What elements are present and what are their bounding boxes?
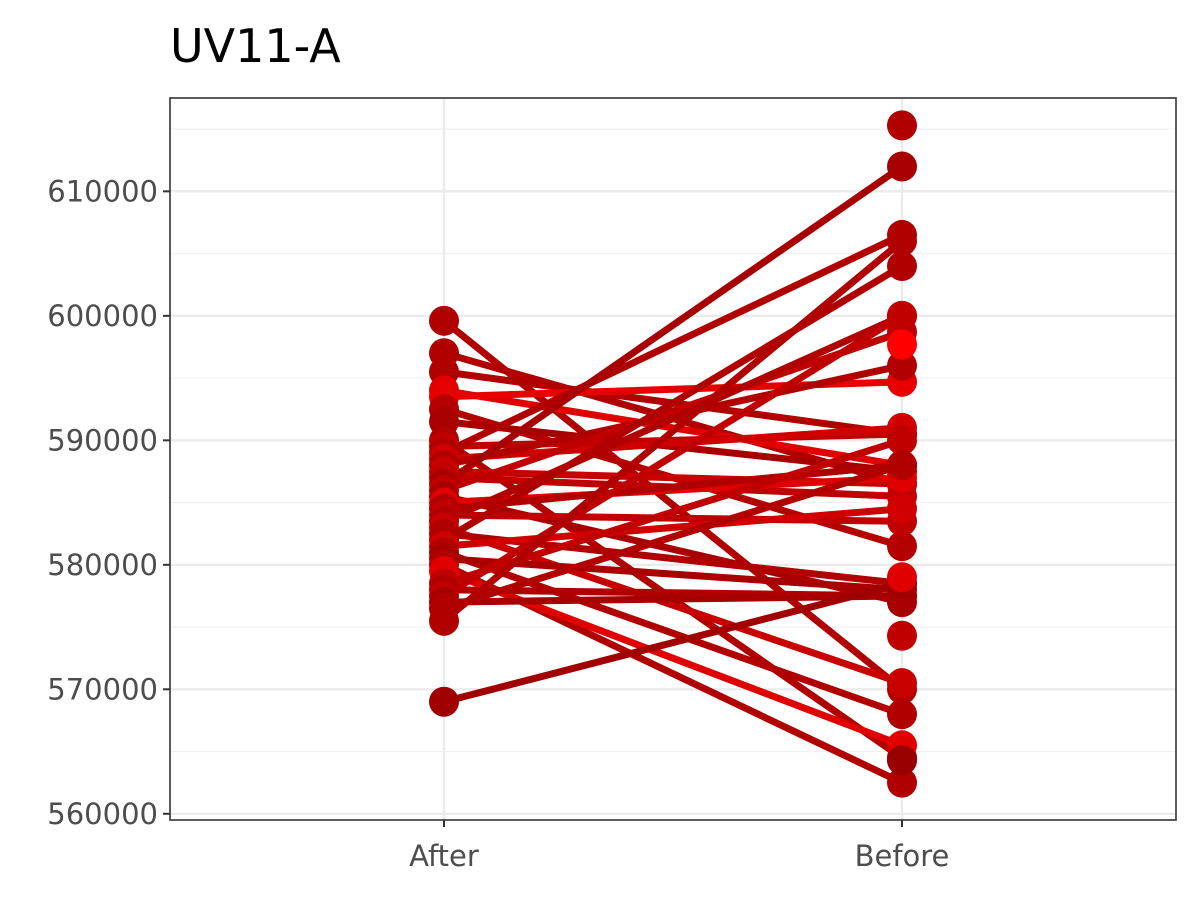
data-point [429,605,459,636]
data-point [887,450,917,481]
y-tick-label: 610000 [47,174,158,208]
data-point [887,226,917,257]
series-lines [440,162,906,787]
series-line [440,262,906,544]
y-axis: 560000 570000 580000 590000 600000 610000 [47,174,170,831]
series-line [440,461,906,612]
series-line [440,312,906,600]
series-line [440,511,906,525]
data-point [429,305,459,336]
series-line [440,461,906,513]
chart-title: UV11-A [170,19,341,73]
data-point [887,767,917,798]
y-tick-label: 600000 [47,299,158,333]
data-point [887,699,917,730]
x-tick-label: Before [855,839,950,873]
y-tick-label: 580000 [47,548,158,582]
y-tick-label: 560000 [47,797,158,831]
data-point [887,531,917,562]
data-point [887,562,917,593]
series-line [440,592,906,606]
series-line [440,231,906,457]
series-line [440,505,906,550]
data-point [887,300,917,331]
series-line [440,424,906,463]
series-line [440,548,906,718]
data-point [887,110,917,141]
data-point [887,329,917,360]
data-point [887,668,917,699]
x-tick-label: After [409,839,479,873]
y-tick-label: 570000 [47,672,158,706]
data-point [887,745,917,776]
plot-border [169,97,1177,821]
series-line [440,579,906,706]
data-point [887,620,917,651]
data-point [887,350,917,381]
series-line [440,328,906,494]
series-line [440,162,906,488]
y-tick-label: 590000 [47,423,158,457]
data-point [887,425,917,456]
data-point [887,151,917,182]
x-axis: After Before [409,820,949,873]
data-point [429,686,459,717]
series-line [440,237,906,625]
series-line [440,555,906,594]
data-point [887,493,917,524]
series-points [429,110,917,798]
series-line [440,312,906,525]
data-point [887,251,917,282]
